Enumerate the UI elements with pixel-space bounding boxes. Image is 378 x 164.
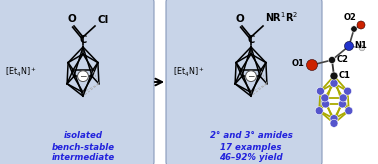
Text: NR$^1$R$^2$: NR$^1$R$^2$ [265, 10, 298, 24]
Circle shape [359, 45, 365, 51]
Circle shape [351, 26, 357, 32]
Circle shape [77, 71, 88, 82]
Text: O: O [235, 14, 244, 24]
Circle shape [316, 87, 324, 95]
Text: 2° and 3° amides: 2° and 3° amides [209, 132, 293, 141]
Text: O: O [68, 14, 76, 24]
Text: bench-stable: bench-stable [51, 143, 115, 152]
Text: C: C [79, 35, 87, 45]
Circle shape [315, 107, 323, 115]
Text: 17 examples: 17 examples [220, 143, 282, 152]
FancyBboxPatch shape [0, 0, 154, 164]
Circle shape [328, 57, 336, 63]
Text: [Et$_4$N]$^+$: [Et$_4$N]$^+$ [5, 65, 37, 79]
Circle shape [330, 72, 338, 80]
Circle shape [330, 119, 338, 127]
Text: O1: O1 [291, 60, 304, 69]
Circle shape [345, 107, 353, 115]
Text: C: C [247, 35, 255, 45]
Circle shape [330, 115, 338, 123]
Circle shape [357, 21, 365, 29]
Text: [Et$_4$N]$^+$: [Et$_4$N]$^+$ [173, 65, 204, 79]
Text: 46–92% yield: 46–92% yield [219, 153, 283, 162]
Text: −: − [79, 72, 87, 81]
Text: isolated: isolated [64, 132, 102, 141]
Circle shape [339, 94, 347, 102]
Text: C1: C1 [339, 72, 351, 81]
Text: intermediate: intermediate [51, 153, 115, 162]
Circle shape [321, 94, 329, 102]
Circle shape [344, 87, 352, 95]
Text: Cl: Cl [98, 15, 109, 25]
Circle shape [307, 60, 318, 71]
Circle shape [344, 41, 353, 51]
Text: N1: N1 [354, 41, 367, 51]
Text: O2: O2 [344, 13, 356, 22]
Circle shape [246, 71, 256, 82]
Circle shape [322, 100, 330, 108]
Text: C2: C2 [337, 55, 349, 64]
Text: −: − [247, 72, 255, 81]
Circle shape [338, 100, 346, 108]
Circle shape [330, 79, 338, 87]
FancyBboxPatch shape [166, 0, 322, 164]
